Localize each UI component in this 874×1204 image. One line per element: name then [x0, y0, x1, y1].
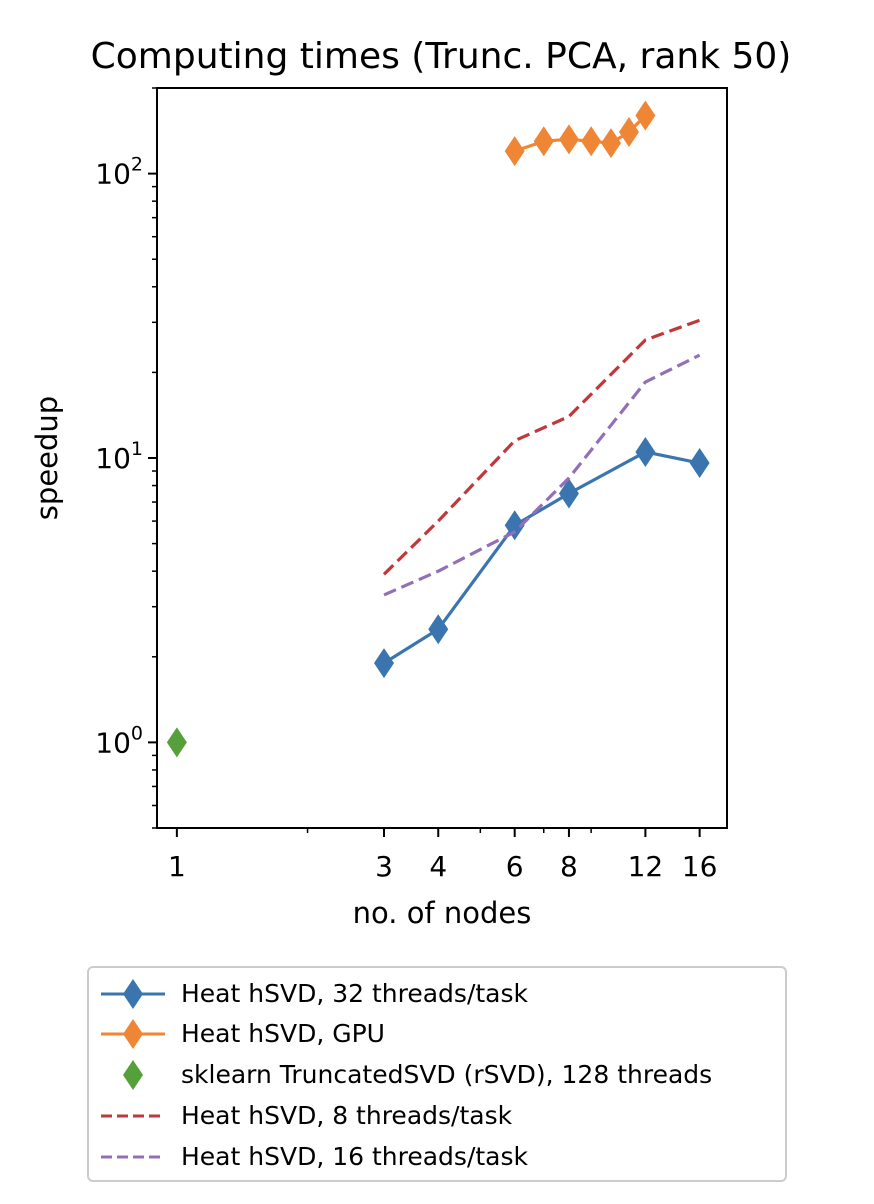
- series-1: [504, 100, 656, 167]
- x-tick-label: 8: [560, 850, 578, 883]
- y-tick-label: 102: [95, 154, 143, 191]
- legend-item-16-threads: Heat hSVD, 16 threads/task: [97, 1137, 787, 1177]
- legend-swatch-gpu: [101, 1019, 165, 1049]
- data-point: [166, 727, 187, 758]
- series-line: [383, 353, 701, 597]
- series-2: [166, 727, 187, 758]
- data-point: [618, 117, 639, 148]
- data-point: [581, 126, 602, 157]
- y-tick-base: 10: [95, 726, 131, 759]
- x-tick-label: 4: [429, 850, 447, 883]
- legend-swatch-8-threads: [101, 1114, 165, 1118]
- y-tick-label: 101: [95, 438, 143, 475]
- diamond-marker-icon: [123, 1060, 143, 1090]
- data-point: [635, 436, 656, 467]
- y-tick-base: 10: [95, 442, 131, 475]
- legend-label: Heat hSVD, GPU: [181, 1019, 385, 1048]
- legend-swatch-16-threads: [101, 1155, 165, 1159]
- x-tick-label: 12: [628, 850, 664, 883]
- legend-item-sklearn: sklearn TruncatedSVD (rSVD), 128 threads: [97, 1055, 787, 1095]
- series-line: [382, 318, 701, 576]
- legend-label: sklearn TruncatedSVD (rSVD), 128 threads: [181, 1060, 713, 1089]
- y-tick-base: 10: [95, 158, 131, 191]
- data-point: [601, 128, 622, 159]
- x-tick-label: 1: [168, 850, 186, 883]
- y-tick-exponent: 2: [131, 154, 143, 176]
- legend-label: Heat hSVD, 16 threads/task: [181, 1142, 528, 1171]
- legend-swatch-32-threads: [101, 979, 165, 1009]
- legend: Heat hSVD, 32 threads/task Heat hSVD, GP…: [87, 966, 787, 1182]
- legend-item-8-threads: Heat hSVD, 8 threads/task: [97, 1096, 787, 1136]
- diamond-marker-icon: [123, 1019, 143, 1049]
- x-tick-label: 6: [506, 850, 524, 883]
- y-tick-exponent: 1: [131, 438, 143, 460]
- x-axis-label: no. of nodes: [353, 896, 532, 930]
- data-point: [504, 136, 525, 167]
- y-tick-label: 100: [95, 722, 143, 759]
- data-point: [689, 448, 710, 479]
- series-4: [383, 353, 701, 597]
- legend-label: Heat hSVD, 32 threads/task: [181, 979, 528, 1008]
- legend-item-gpu: Heat hSVD, GPU: [97, 1014, 787, 1054]
- chart-title: Computing times (Trunc. PCA, rank 50): [91, 36, 792, 77]
- legend-swatch-sklearn: [123, 1060, 143, 1090]
- x-tick-label: 3: [375, 850, 393, 883]
- data-point: [558, 478, 579, 509]
- data-point: [533, 126, 554, 157]
- data-point: [374, 648, 395, 679]
- data-point: [635, 100, 656, 131]
- data-point: [558, 124, 579, 155]
- legend-label: Heat hSVD, 8 threads/task: [181, 1101, 513, 1130]
- series-line: [383, 450, 700, 665]
- x-tick-label: 16: [682, 850, 718, 883]
- y-axis-label: speedup: [30, 396, 64, 520]
- series-3: [382, 318, 701, 576]
- diamond-marker-icon: [123, 979, 143, 1009]
- y-tick-exponent: 0: [131, 722, 143, 744]
- legend-item-32-threads: Heat hSVD, 32 threads/task: [97, 974, 787, 1014]
- series-0: [374, 436, 710, 679]
- data-point: [428, 614, 449, 645]
